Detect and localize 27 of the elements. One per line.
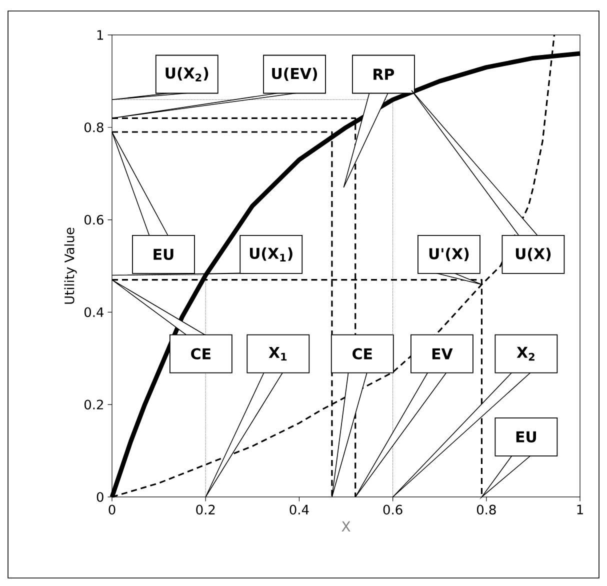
x-tick-label: 0.4 — [290, 504, 309, 515]
x-tick-label: 0.8 — [476, 504, 496, 515]
annotation: X$_{1}$ — [268, 346, 287, 361]
y-tick-label: 0.4 — [84, 307, 104, 318]
y-tick-label: 0 — [96, 492, 104, 502]
annotation: U(X$_{1}$) — [250, 247, 292, 262]
annotation: EU — [516, 431, 536, 442]
annotation: U(X) — [516, 248, 551, 262]
x-tick-label: 0.2 — [196, 504, 215, 515]
x-tick-label: 1 — [577, 504, 583, 514]
annotation: U(EV) — [272, 68, 318, 81]
annotation: CE — [191, 348, 210, 360]
y-tick-label: 0.6 — [84, 214, 104, 225]
annotation: EV — [432, 348, 453, 360]
x-tick-label: 0 — [108, 504, 116, 515]
annotation: RP — [374, 68, 394, 80]
x-axis-title: X — [342, 521, 350, 532]
y-tick-label: 0.8 — [84, 122, 104, 132]
x-tick-label: 0.6 — [383, 504, 402, 515]
annotation: U'(X) — [429, 248, 469, 262]
annotation: U(X$_{2}$) — [166, 67, 208, 82]
annotation: X$_{2}$ — [516, 346, 534, 361]
y-axis-title: Utility Value — [64, 228, 77, 304]
annotation: CE — [352, 348, 372, 360]
y-tick-label: 1 — [97, 30, 104, 40]
y-tick-label: 0.2 — [84, 400, 103, 410]
annotation: EU — [154, 248, 174, 260]
